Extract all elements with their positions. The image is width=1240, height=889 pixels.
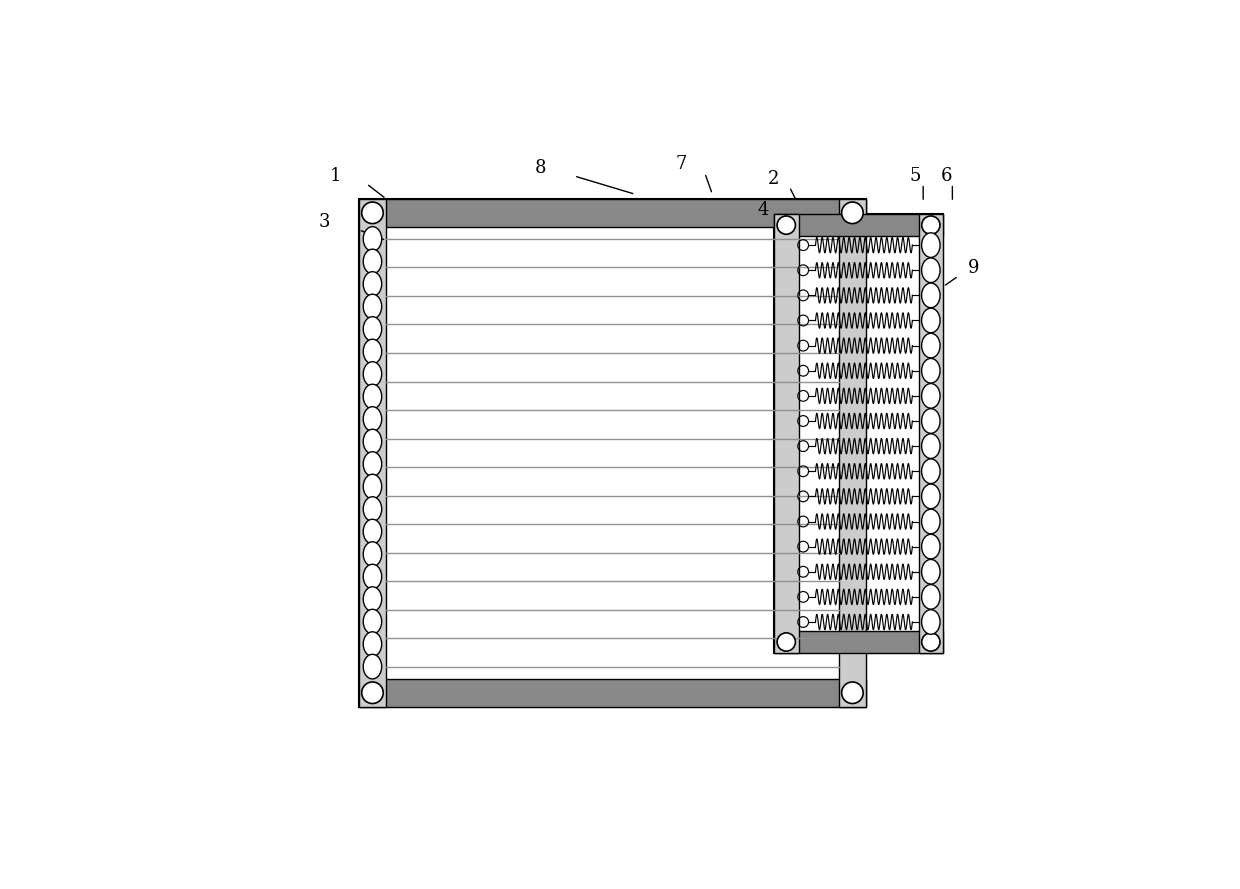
Text: 3: 3 <box>319 213 331 231</box>
Ellipse shape <box>921 409 940 433</box>
Ellipse shape <box>363 587 382 612</box>
Ellipse shape <box>363 452 382 477</box>
Ellipse shape <box>363 340 382 364</box>
Ellipse shape <box>921 559 940 584</box>
Text: 5: 5 <box>910 167 921 185</box>
Ellipse shape <box>921 585 940 609</box>
Ellipse shape <box>921 383 940 408</box>
Circle shape <box>921 216 940 235</box>
Circle shape <box>842 202 863 224</box>
Text: 2: 2 <box>769 170 780 188</box>
Text: 6: 6 <box>940 167 952 185</box>
Ellipse shape <box>363 249 382 274</box>
Ellipse shape <box>363 316 382 341</box>
Bar <box>358 199 867 227</box>
Ellipse shape <box>921 459 940 484</box>
Bar <box>774 214 944 653</box>
Ellipse shape <box>363 227 382 252</box>
Ellipse shape <box>363 384 382 409</box>
Ellipse shape <box>921 534 940 559</box>
Bar <box>838 199 867 707</box>
Ellipse shape <box>363 497 382 521</box>
Ellipse shape <box>921 610 940 635</box>
Text: 9: 9 <box>968 260 980 277</box>
Bar <box>774 214 944 236</box>
Ellipse shape <box>921 333 940 358</box>
Bar <box>774 631 944 653</box>
Bar <box>358 679 867 707</box>
Ellipse shape <box>921 283 940 308</box>
Ellipse shape <box>363 407 382 431</box>
Ellipse shape <box>363 474 382 499</box>
Text: 7: 7 <box>676 155 687 172</box>
Ellipse shape <box>921 233 940 258</box>
Text: 8: 8 <box>534 159 546 177</box>
Ellipse shape <box>921 485 940 509</box>
Bar <box>358 199 387 707</box>
Ellipse shape <box>363 294 382 319</box>
Circle shape <box>362 202 383 224</box>
Ellipse shape <box>921 308 940 332</box>
Bar <box>774 214 799 653</box>
Ellipse shape <box>363 541 382 566</box>
Ellipse shape <box>921 258 940 283</box>
Circle shape <box>362 682 383 703</box>
Ellipse shape <box>363 362 382 387</box>
Ellipse shape <box>363 519 382 544</box>
Circle shape <box>777 216 795 235</box>
Ellipse shape <box>363 272 382 296</box>
Ellipse shape <box>921 509 940 533</box>
Ellipse shape <box>363 429 382 454</box>
Bar <box>919 214 944 653</box>
Ellipse shape <box>363 654 382 679</box>
Text: 4: 4 <box>758 201 769 219</box>
Text: 1: 1 <box>330 167 341 185</box>
Ellipse shape <box>921 358 940 383</box>
Ellipse shape <box>363 565 382 589</box>
Circle shape <box>777 633 795 651</box>
Circle shape <box>842 682 863 703</box>
Bar <box>358 199 867 707</box>
Ellipse shape <box>363 632 382 656</box>
Ellipse shape <box>363 609 382 634</box>
Circle shape <box>921 633 940 651</box>
Ellipse shape <box>921 434 940 459</box>
